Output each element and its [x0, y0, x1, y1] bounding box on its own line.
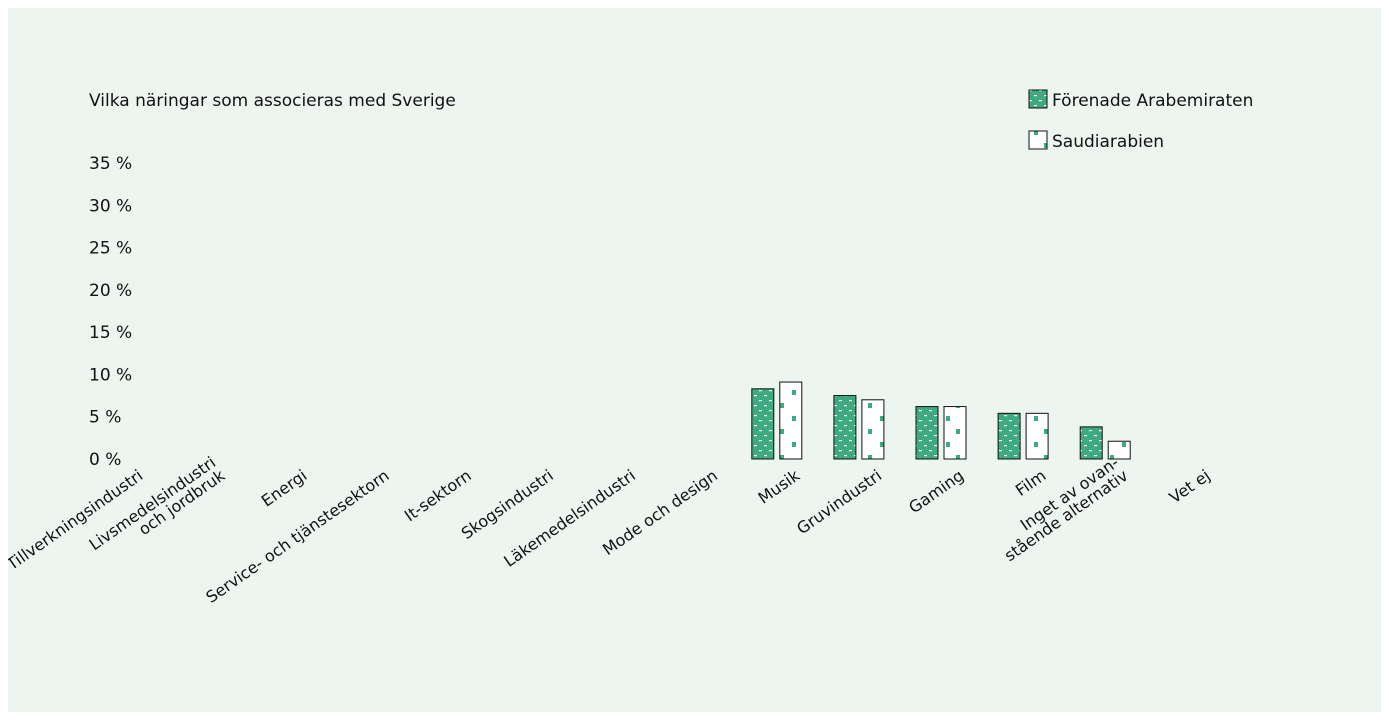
legend-label: Saudiarabien — [1052, 132, 1164, 152]
x-tick-label-line: Läkemedelsindustri — [500, 466, 639, 571]
y-tick-label: 15 % — [89, 323, 132, 343]
bar — [833, 395, 857, 460]
bar — [1079, 426, 1103, 460]
bar — [751, 388, 775, 460]
bar — [915, 406, 939, 460]
chart-panel: Vilka näringar som associeras med Sverig… — [8, 8, 1381, 712]
y-axis: 0 % 5 % 10 % 15 % 20 % 25 % 30 % 35 % — [89, 154, 132, 470]
x-tick-label: Musik — [755, 465, 804, 507]
bars — [751, 381, 1131, 460]
y-tick-label: 25 % — [89, 239, 132, 259]
x-tick-label: Vet ej — [1166, 466, 1214, 507]
y-tick-label: 5 % — [89, 408, 121, 428]
x-tick-label-line: Film — [1012, 466, 1050, 500]
bar — [943, 406, 967, 460]
y-tick-label: 20 % — [89, 281, 132, 301]
y-tick-label: 30 % — [89, 196, 132, 216]
bar — [861, 399, 885, 460]
bar — [1025, 412, 1049, 460]
bar — [997, 412, 1021, 460]
y-tick-label: 0 % — [89, 450, 121, 470]
x-tick-label: Energi — [258, 466, 311, 511]
y-tick-label: 10 % — [89, 365, 132, 385]
x-tick-label-line: Energi — [258, 466, 311, 511]
x-tick-label-line: Gaming — [905, 466, 967, 517]
x-tick-label: It-sektorn — [401, 466, 475, 526]
x-tick-label: Läkemedelsindustri — [500, 466, 639, 571]
bar — [779, 381, 803, 460]
x-tick-label-line: It-sektorn — [401, 466, 475, 526]
y-tick-label: 35 % — [89, 154, 132, 174]
bar — [1107, 440, 1131, 460]
legend-swatch — [1028, 130, 1048, 150]
x-axis: TillverkningsindustriLivsmedelsindustrio… — [8, 453, 1214, 607]
x-tick-label-line: Vet ej — [1166, 466, 1214, 507]
x-tick-label-line: Musik — [755, 465, 804, 507]
x-tick-label-line: Gruvindustri — [793, 466, 885, 538]
x-tick-label: Gaming — [905, 466, 967, 517]
x-tick-label: Film — [1012, 466, 1050, 500]
legend-label: Förenade Arabemiraten — [1052, 91, 1253, 111]
x-tick-label: Inget av ovan-stående alternativ — [992, 453, 1132, 566]
legend-swatch — [1028, 89, 1048, 109]
x-tick-label: Gruvindustri — [793, 466, 885, 538]
bar-chart: Vilka näringar som associeras med Sverig… — [8, 89, 1253, 607]
legend: Förenade Arabemiraten Saudiarabien — [1028, 89, 1253, 152]
chart-title: Vilka näringar som associeras med Sverig… — [89, 91, 456, 111]
